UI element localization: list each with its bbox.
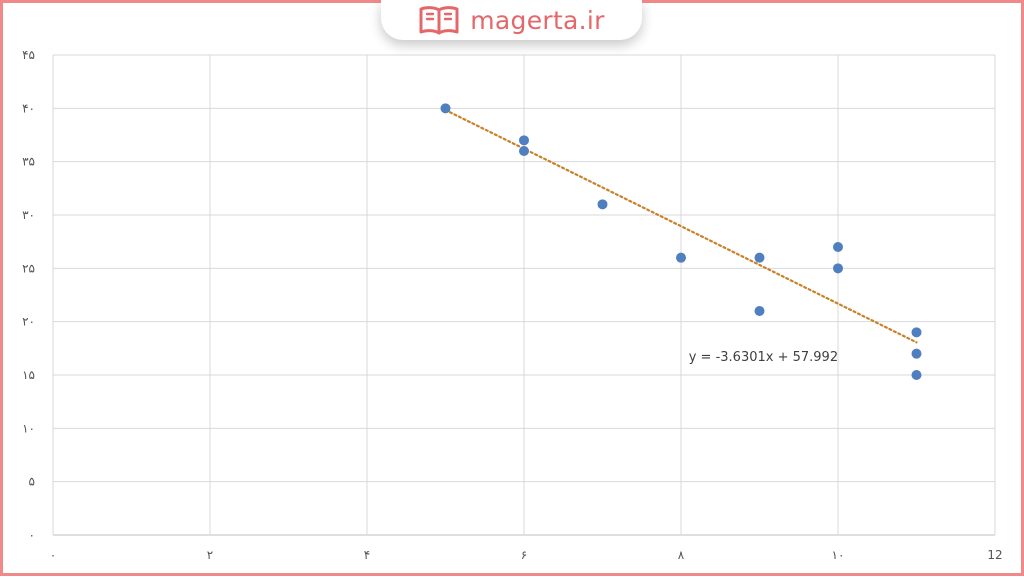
data-point [833, 242, 843, 252]
y-tick-label: ۲۰ [22, 315, 35, 329]
x-axis-ticks: ۰ ۲ ۴ ۶ ۸ ۱۰ 12 [50, 548, 1003, 562]
data-point [754, 252, 765, 263]
data-point [440, 103, 451, 114]
data-point [833, 263, 843, 274]
annotation-group: y = -3.6301x + 57.992 [689, 350, 838, 365]
y-tick-label: ۳۵ [22, 155, 35, 169]
data-point [597, 199, 608, 210]
x-tick-label: ۸ [678, 548, 685, 562]
data-points [440, 103, 922, 380]
y-tick-label: ۱۰ [22, 421, 35, 435]
y-tick-label: ۳۰ [22, 208, 35, 222]
data-point [519, 135, 529, 146]
brand-badge[interactable]: magerta.ir [381, 0, 642, 40]
x-tick-label: ۲ [207, 548, 213, 562]
book-icon [419, 6, 459, 35]
data-point [911, 370, 922, 380]
data-point [519, 146, 529, 156]
x-tick-label: ۱۰ [832, 548, 845, 562]
y-tick-label: ۲۵ [22, 261, 35, 275]
y-tick-label: ۱۵ [22, 368, 35, 382]
x-tick-label: ۰ [50, 548, 56, 562]
grid-lines [52, 54, 996, 536]
x-tick-label: 12 [987, 548, 1002, 562]
y-tick-label: ۴۵ [22, 48, 35, 62]
data-point [676, 252, 686, 263]
brand-name: magerta.ir [470, 5, 605, 35]
y-tick-label: ۰ [29, 528, 35, 542]
data-point [911, 348, 922, 359]
y-tick-label: ۴۰ [22, 101, 35, 115]
trendline-equation: y = -3.6301x + 57.992 [689, 350, 838, 365]
x-tick-label: ۶ [521, 548, 527, 562]
data-point [911, 327, 922, 338]
y-axis-ticks: ۰ ۵ ۱۰ ۱۵ ۲۰ ۲۵ ۳۰ ۳۵ ۴۰ ۴۵ [22, 48, 35, 542]
data-point [754, 306, 765, 316]
y-tick-label: ۵ [29, 475, 35, 489]
x-tick-label: ۴ [364, 548, 370, 562]
scatter-chart: ۰ ۵ ۱۰ ۱۵ ۲۰ ۲۵ ۳۰ ۳۵ ۴۰ ۴۵ ۰ ۲ ۴ ۶ ۸ ۱۰ 12 y = -3.6301… [22, 48, 1003, 562]
